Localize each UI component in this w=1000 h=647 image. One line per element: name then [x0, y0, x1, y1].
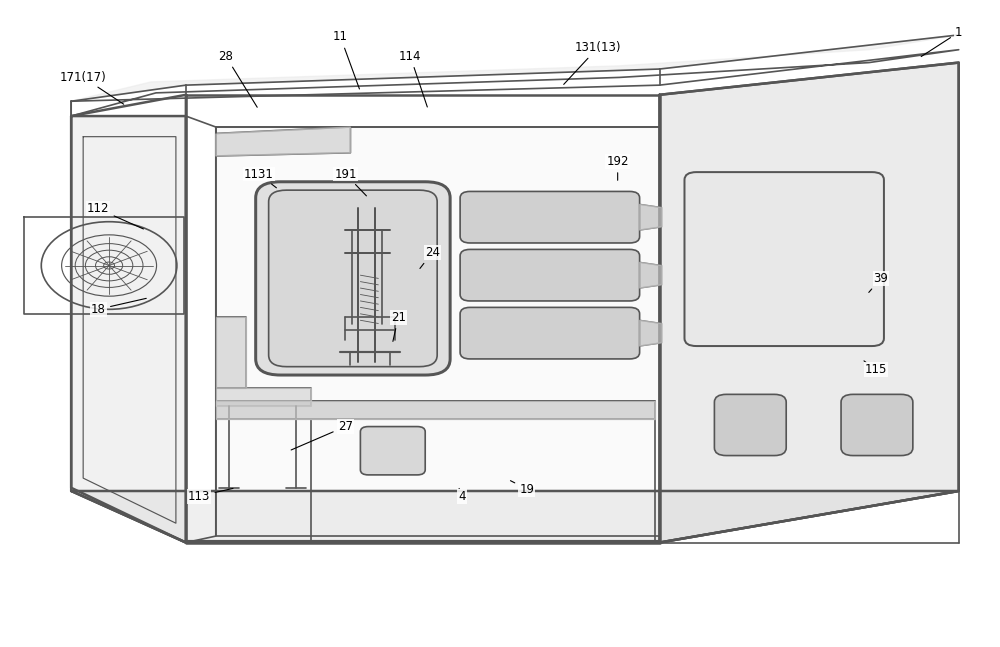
Text: 21: 21 — [391, 311, 406, 342]
Text: 19: 19 — [510, 481, 534, 496]
FancyBboxPatch shape — [269, 190, 437, 367]
Text: 1: 1 — [921, 26, 962, 56]
Text: 114: 114 — [399, 50, 427, 107]
Text: 1131: 1131 — [244, 168, 276, 188]
Text: 39: 39 — [869, 272, 888, 292]
Polygon shape — [71, 116, 186, 543]
FancyBboxPatch shape — [460, 192, 640, 243]
Polygon shape — [216, 127, 660, 536]
Polygon shape — [71, 35, 959, 101]
Polygon shape — [640, 262, 662, 288]
Polygon shape — [71, 491, 959, 543]
Text: 115: 115 — [864, 361, 887, 377]
Polygon shape — [640, 320, 662, 346]
Text: 27: 27 — [291, 420, 353, 450]
Polygon shape — [660, 63, 959, 543]
Text: 28: 28 — [218, 50, 257, 107]
FancyBboxPatch shape — [256, 182, 450, 375]
Polygon shape — [216, 127, 350, 156]
Text: 192: 192 — [606, 155, 629, 181]
Text: 11: 11 — [333, 30, 359, 89]
Polygon shape — [216, 317, 246, 388]
FancyBboxPatch shape — [460, 249, 640, 301]
Polygon shape — [216, 400, 655, 419]
FancyBboxPatch shape — [460, 307, 640, 359]
FancyBboxPatch shape — [360, 426, 425, 475]
Polygon shape — [640, 204, 662, 230]
Text: 24: 24 — [420, 246, 440, 269]
Text: 191: 191 — [334, 168, 366, 196]
FancyBboxPatch shape — [714, 395, 786, 455]
Text: 171(17): 171(17) — [60, 71, 124, 104]
Text: 112: 112 — [87, 203, 143, 229]
Text: 113: 113 — [188, 488, 233, 503]
Text: 131(13): 131(13) — [564, 41, 621, 84]
Text: 4: 4 — [458, 488, 466, 503]
Text: 18: 18 — [91, 298, 146, 316]
Polygon shape — [216, 388, 311, 406]
FancyBboxPatch shape — [841, 395, 913, 455]
FancyBboxPatch shape — [684, 172, 884, 346]
